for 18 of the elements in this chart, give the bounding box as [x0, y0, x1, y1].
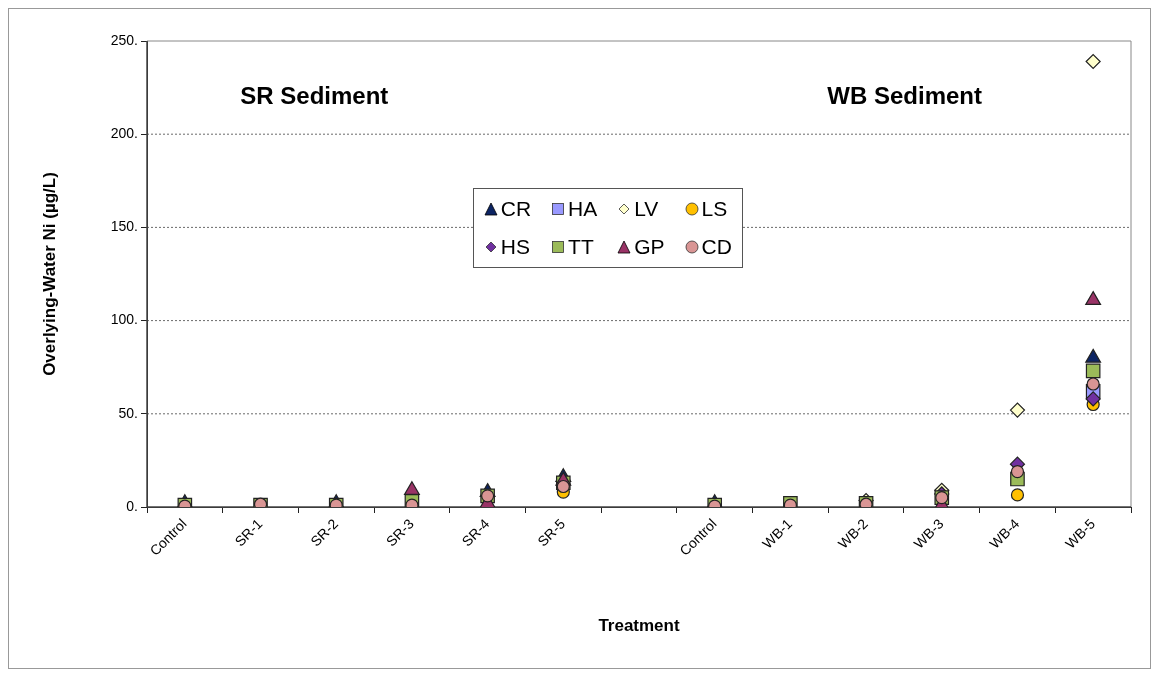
legend-label: HS [500, 235, 530, 260]
legend-label: HA [568, 197, 598, 222]
y-axis-title: Overlying-Water Ni (µg/L) [39, 172, 59, 376]
legend-label: CD [701, 235, 732, 260]
legend-label: TT [568, 235, 594, 260]
y-tick-label: 50. [118, 404, 138, 421]
legend-label: LS [701, 197, 728, 222]
y-tick-label: 150. [110, 218, 138, 235]
y-tick-label: 0. [126, 497, 138, 514]
legend-label: CR [500, 197, 532, 222]
x-axis-title: Treatment [598, 616, 680, 636]
y-tick-label: 100. [110, 311, 138, 328]
y-tick-label: 200. [110, 125, 138, 142]
annotation: WB Sediment [827, 81, 983, 109]
legend-label: GP [634, 235, 665, 260]
y-tick-label: 250. [110, 31, 138, 48]
annotation: SR Sediment [240, 81, 389, 109]
legend-label: LV [634, 197, 659, 222]
